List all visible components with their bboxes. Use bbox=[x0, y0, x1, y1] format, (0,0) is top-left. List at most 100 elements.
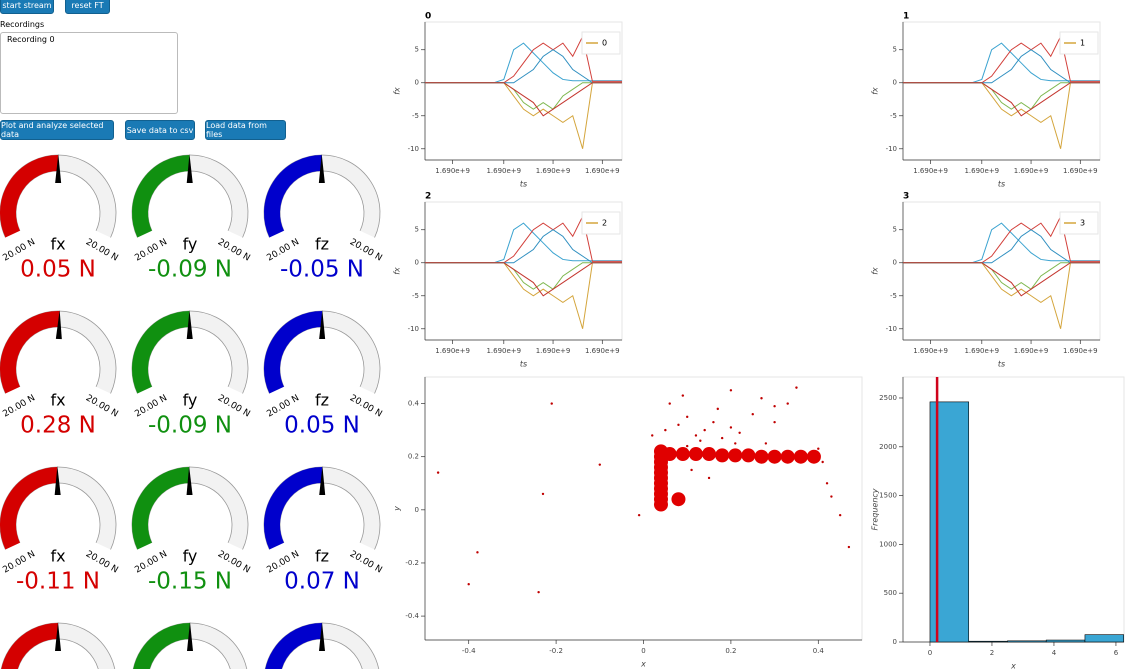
gauge-track bbox=[0, 467, 116, 550]
gauge-track bbox=[132, 155, 248, 238]
line-series bbox=[425, 262, 622, 297]
y-tick-label: 1500 bbox=[879, 492, 897, 500]
gauge-needle bbox=[319, 310, 326, 340]
gauge-value: -0.15 N bbox=[148, 569, 232, 595]
y-tick-label: -10 bbox=[886, 145, 897, 153]
line-series bbox=[425, 229, 622, 264]
gauge-outline bbox=[0, 466, 117, 550]
gauge-fill bbox=[264, 311, 323, 394]
scatter-point bbox=[703, 428, 706, 432]
y-axis-label: fx bbox=[871, 267, 880, 275]
scatter-point bbox=[716, 407, 719, 411]
x-tick-label: 0 bbox=[641, 647, 645, 655]
x-tick-label: 1.690e+9 bbox=[913, 347, 948, 355]
scatter-point bbox=[598, 463, 601, 466]
x-tick-label: 6 bbox=[1114, 649, 1119, 657]
gauge-fill bbox=[265, 623, 323, 669]
gauge-max-label: 20.00 N bbox=[348, 549, 384, 575]
gauge-max-label: 20.00 N bbox=[84, 237, 120, 263]
y-tick-label: -5 bbox=[890, 112, 897, 120]
line-series bbox=[425, 222, 622, 264]
scatter-point bbox=[806, 449, 821, 464]
scatter-point bbox=[817, 447, 820, 450]
x-tick-label: 1.690e+9 bbox=[435, 347, 470, 355]
plot-frame bbox=[424, 21, 623, 161]
x-tick-label: 1.690e+9 bbox=[1014, 347, 1049, 355]
scatter-point bbox=[738, 431, 741, 434]
gauge-track bbox=[264, 155, 380, 238]
load-button[interactable]: Load data from files bbox=[205, 120, 286, 140]
line-series bbox=[425, 35, 622, 84]
line-series bbox=[903, 262, 1100, 329]
scatter-point bbox=[541, 492, 545, 496]
recording-option[interactable]: Recording 0 bbox=[7, 35, 55, 44]
gauge-label: fz bbox=[315, 547, 329, 566]
scatter-point bbox=[773, 405, 776, 408]
line-series bbox=[903, 229, 1100, 264]
y-tick-label: 2000 bbox=[879, 443, 897, 451]
gauge-outline bbox=[263, 310, 381, 394]
gauge-fill bbox=[132, 467, 190, 550]
gauge-max-label: 20.00 N bbox=[216, 237, 252, 263]
gauge-outline bbox=[0, 622, 116, 669]
gauge-min-label: 20.00 N bbox=[265, 237, 301, 263]
recordings-label: Recordings bbox=[0, 20, 45, 29]
line-series bbox=[903, 49, 1100, 84]
save-button[interactable]: Save data to csv bbox=[125, 120, 195, 140]
scatter-point bbox=[754, 449, 769, 464]
scatter-point bbox=[720, 436, 724, 440]
line-series bbox=[425, 215, 622, 264]
gauge-label: fy bbox=[183, 235, 198, 254]
scatter-point bbox=[653, 465, 668, 480]
scatter-point bbox=[662, 447, 677, 462]
legend-label: 2 bbox=[602, 219, 607, 228]
gauge-value: -0.09 N bbox=[148, 257, 232, 283]
plot-button[interactable]: Plot and analyze selected data bbox=[0, 120, 114, 140]
gauge-max-label: 20.00 N bbox=[348, 393, 384, 419]
start-stream-button[interactable]: start stream bbox=[0, 0, 54, 14]
plot-frame bbox=[902, 21, 1101, 161]
x-axis-label: x bbox=[640, 660, 646, 669]
gauge-label: fz bbox=[315, 235, 329, 254]
y-tick-label: 0.4 bbox=[408, 400, 420, 408]
scatter-point bbox=[825, 482, 829, 485]
x-tick-label: 1.690e+9 bbox=[964, 167, 999, 175]
gauge-outline bbox=[147, 482, 233, 543]
scatter-point bbox=[653, 470, 668, 485]
gauge-value: 0.05 N bbox=[284, 413, 360, 439]
x-tick-label: 0 bbox=[928, 649, 932, 657]
x-tick-label: 1.690e+9 bbox=[1063, 347, 1098, 355]
scatter-point bbox=[664, 428, 667, 432]
recordings-list[interactable]: Recording 0 bbox=[0, 32, 178, 114]
y-tick-label: 0 bbox=[893, 638, 897, 646]
gauge-outline bbox=[0, 154, 117, 238]
scatter-point bbox=[688, 447, 703, 462]
gauge-min-label: 20.00 N bbox=[133, 393, 169, 419]
gauge-outline bbox=[279, 170, 365, 231]
reset-button[interactable]: reset FT bbox=[65, 0, 110, 14]
scatter-point bbox=[653, 486, 668, 501]
y-tick-label: -5 bbox=[412, 292, 419, 300]
y-tick-label: -0.2 bbox=[405, 559, 419, 567]
scatter-point bbox=[686, 444, 689, 448]
line-series bbox=[903, 42, 1100, 84]
gauge-max-label: 20.00 N bbox=[216, 393, 252, 419]
x-tick-label: -0.2 bbox=[549, 647, 563, 655]
gauge-needle bbox=[319, 622, 325, 651]
x-tick-label: 4 bbox=[1052, 649, 1057, 657]
scatter-point bbox=[671, 492, 686, 507]
line-series bbox=[903, 222, 1100, 264]
plot-title: 3 bbox=[903, 192, 909, 202]
gauge-fill bbox=[264, 155, 323, 238]
line-series bbox=[903, 262, 1100, 290]
line-series bbox=[425, 262, 622, 290]
scatter-point bbox=[653, 455, 668, 470]
scatter-point bbox=[476, 551, 479, 554]
scatter-point bbox=[707, 476, 711, 480]
scatter-point bbox=[729, 426, 733, 429]
gauge-outline bbox=[147, 326, 233, 387]
scatter-point bbox=[712, 420, 715, 424]
gauge-outline bbox=[279, 326, 365, 387]
y-tick-label: 5 bbox=[893, 226, 897, 234]
y-axis-label: fx bbox=[393, 267, 402, 275]
